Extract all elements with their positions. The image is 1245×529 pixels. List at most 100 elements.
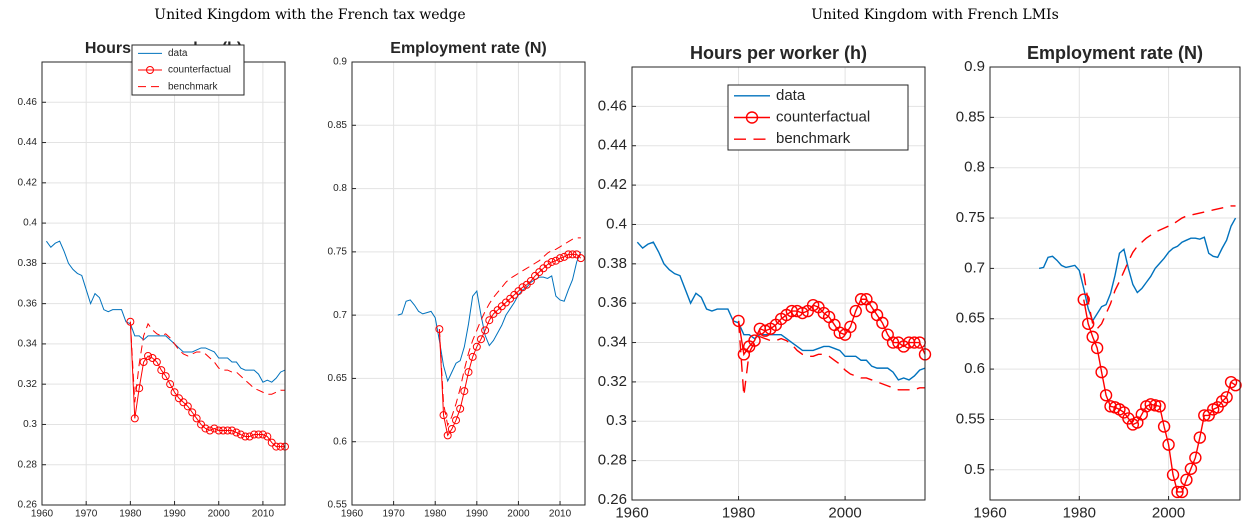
y-tick-label: 0.9 bbox=[333, 57, 347, 68]
marker bbox=[188, 408, 197, 417]
marker bbox=[447, 425, 456, 434]
marker bbox=[485, 316, 494, 325]
y-tick-label: 0.8 bbox=[964, 159, 985, 176]
y-tick-label: 0.38 bbox=[18, 258, 38, 269]
marker bbox=[1144, 398, 1157, 411]
series-line bbox=[397, 251, 582, 383]
x-tick-label: 2000 bbox=[828, 504, 861, 521]
y-tick-label: 0.26 bbox=[598, 491, 627, 508]
marker bbox=[849, 304, 862, 318]
marker bbox=[152, 358, 161, 367]
x-tick-label: 1980 bbox=[1063, 504, 1096, 521]
marker bbox=[526, 276, 535, 285]
marker bbox=[227, 426, 236, 435]
x-tick-label: 1960 bbox=[973, 504, 1006, 521]
marker bbox=[263, 432, 272, 441]
legend-label: benchmark bbox=[168, 81, 218, 92]
chart-title: Employment rate (N) bbox=[1027, 43, 1203, 63]
chart-title: Hours per worker (h) bbox=[690, 43, 867, 63]
legend-label: counterfactual bbox=[168, 65, 231, 76]
marker bbox=[460, 387, 469, 396]
marker bbox=[1166, 468, 1180, 482]
marker bbox=[1090, 341, 1104, 355]
marker bbox=[452, 416, 461, 425]
marker bbox=[576, 254, 585, 263]
x-tick-label: 1960 bbox=[341, 509, 364, 520]
marker bbox=[806, 298, 820, 312]
y-tick-label: 0.26 bbox=[18, 500, 38, 511]
marker bbox=[564, 250, 573, 259]
y-tick-label: 0.6 bbox=[333, 436, 347, 447]
x-tick-label: 1980 bbox=[119, 509, 142, 520]
marker bbox=[1184, 462, 1198, 475]
plot-area bbox=[352, 62, 585, 505]
marker bbox=[179, 398, 188, 407]
y-tick-label: 0.36 bbox=[598, 294, 627, 311]
plot-area bbox=[990, 67, 1240, 500]
marker bbox=[1220, 391, 1233, 404]
marker bbox=[130, 414, 139, 423]
y-tick-label: 0.3 bbox=[23, 419, 37, 430]
marker bbox=[560, 252, 569, 261]
marker bbox=[1095, 365, 1108, 379]
marker bbox=[439, 411, 448, 420]
marker bbox=[1082, 317, 1095, 330]
y-tick-label: 0.32 bbox=[18, 379, 38, 390]
x-tick-label: 1970 bbox=[75, 509, 98, 520]
marker bbox=[267, 438, 276, 447]
y-tick-label: 0.3 bbox=[606, 412, 627, 429]
marker bbox=[1157, 420, 1171, 433]
marker bbox=[245, 432, 254, 441]
y-tick-label: 0.7 bbox=[333, 310, 347, 321]
marker bbox=[481, 326, 490, 335]
x-tick-label: 2010 bbox=[252, 509, 275, 520]
marker bbox=[1104, 400, 1117, 413]
y-tick-label: 0.42 bbox=[598, 176, 627, 193]
y-tick-label: 0.28 bbox=[598, 452, 627, 469]
marker bbox=[236, 430, 245, 439]
series-line bbox=[636, 241, 926, 381]
marker bbox=[223, 426, 232, 435]
marker bbox=[1198, 409, 1211, 422]
legend-marker bbox=[745, 111, 759, 124]
y-tick-label: 0.42 bbox=[18, 177, 38, 188]
marker bbox=[844, 320, 857, 333]
marker bbox=[543, 260, 552, 269]
marker bbox=[1162, 438, 1175, 451]
y-tick-label: 0.44 bbox=[598, 137, 627, 154]
y-tick-label: 0.65 bbox=[328, 373, 348, 384]
x-tick-label: 1980 bbox=[424, 509, 447, 520]
marker bbox=[1229, 379, 1242, 392]
y-tick-label: 0.9 bbox=[964, 58, 985, 75]
marker bbox=[161, 372, 170, 381]
marker bbox=[166, 380, 175, 389]
marker bbox=[854, 293, 868, 306]
marker bbox=[1189, 451, 1202, 464]
y-tick-label: 0.46 bbox=[598, 97, 627, 114]
marker bbox=[205, 426, 214, 435]
marker bbox=[272, 442, 281, 451]
x-tick-label: 1970 bbox=[382, 509, 405, 520]
marker bbox=[135, 384, 144, 393]
marker bbox=[174, 394, 183, 403]
marker bbox=[443, 431, 452, 440]
marker bbox=[908, 336, 921, 349]
y-tick-label: 0.75 bbox=[956, 209, 985, 226]
chart-title: Employment rate (N) bbox=[390, 40, 546, 57]
marker bbox=[197, 420, 206, 429]
legend-label: benchmark bbox=[776, 130, 851, 147]
marker bbox=[472, 342, 481, 351]
series-line bbox=[129, 321, 285, 403]
axes-box bbox=[989, 66, 1241, 501]
marker bbox=[456, 404, 465, 413]
marker bbox=[232, 428, 241, 437]
marker bbox=[192, 414, 201, 423]
axes-box bbox=[631, 66, 926, 501]
marker bbox=[254, 430, 263, 439]
y-tick-label: 0.6 bbox=[964, 360, 985, 377]
y-tick-label: 0.46 bbox=[18, 97, 38, 108]
marker bbox=[276, 442, 285, 451]
x-tick-label: 1980 bbox=[722, 504, 755, 521]
marker bbox=[758, 324, 772, 337]
